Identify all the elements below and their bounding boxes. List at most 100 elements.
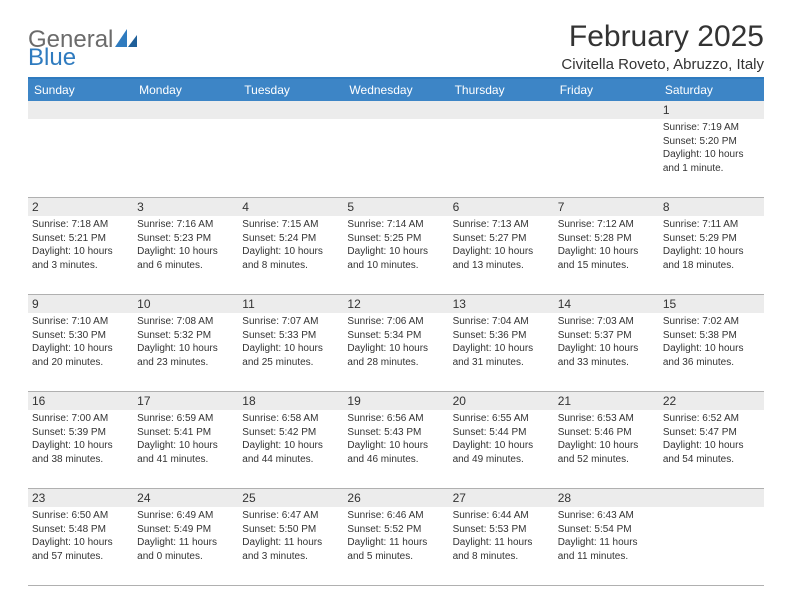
daylight2-text: and 8 minutes.: [242, 259, 339, 273]
day-number: 13: [449, 295, 554, 313]
sunset-text: Sunset: 5:50 PM: [242, 523, 339, 537]
daylight2-text: and 38 minutes.: [32, 453, 129, 467]
day-number: 15: [659, 295, 764, 313]
daylight1-text: Daylight: 10 hours: [32, 342, 129, 356]
week-row: Sunrise: 7:18 AMSunset: 5:21 PMDaylight:…: [28, 216, 764, 295]
day-info: Sunrise: 7:14 AMSunset: 5:25 PMDaylight:…: [347, 218, 444, 272]
day-cell: Sunrise: 7:11 AMSunset: 5:29 PMDaylight:…: [659, 216, 764, 294]
sunrise-text: Sunrise: 7:11 AM: [663, 218, 760, 232]
sunrise-text: Sunrise: 6:47 AM: [242, 509, 339, 523]
day-info: Sunrise: 6:58 AMSunset: 5:42 PMDaylight:…: [242, 412, 339, 466]
sunset-text: Sunset: 5:30 PM: [32, 329, 129, 343]
day-number: 5: [343, 198, 448, 216]
sunset-text: Sunset: 5:38 PM: [663, 329, 760, 343]
daylight1-text: Daylight: 11 hours: [137, 536, 234, 550]
sunrise-text: Sunrise: 6:50 AM: [32, 509, 129, 523]
daylight2-text: and 8 minutes.: [453, 550, 550, 564]
day-cell: Sunrise: 7:06 AMSunset: 5:34 PMDaylight:…: [343, 313, 448, 391]
day-cell: Sunrise: 6:52 AMSunset: 5:47 PMDaylight:…: [659, 410, 764, 488]
daylight2-text: and 18 minutes.: [663, 259, 760, 273]
weekday-header: Friday: [554, 79, 659, 101]
week-row: Sunrise: 7:00 AMSunset: 5:39 PMDaylight:…: [28, 410, 764, 489]
sunset-text: Sunset: 5:48 PM: [32, 523, 129, 537]
daylight1-text: Daylight: 10 hours: [663, 439, 760, 453]
day-cell: Sunrise: 7:03 AMSunset: 5:37 PMDaylight:…: [554, 313, 659, 391]
daylight1-text: Daylight: 10 hours: [663, 245, 760, 259]
day-cell: [133, 119, 238, 197]
week-row: Sunrise: 7:19 AMSunset: 5:20 PMDaylight:…: [28, 119, 764, 198]
day-number: 18: [238, 392, 343, 410]
day-number: 27: [449, 489, 554, 507]
day-info: Sunrise: 6:49 AMSunset: 5:49 PMDaylight:…: [137, 509, 234, 563]
sunrise-text: Sunrise: 6:49 AM: [137, 509, 234, 523]
day-cell: Sunrise: 7:14 AMSunset: 5:25 PMDaylight:…: [343, 216, 448, 294]
day-info: Sunrise: 6:56 AMSunset: 5:43 PMDaylight:…: [347, 412, 444, 466]
day-number-row: 1: [28, 101, 764, 119]
day-info: Sunrise: 6:59 AMSunset: 5:41 PMDaylight:…: [137, 412, 234, 466]
location-text: Civitella Roveto, Abruzzo, Italy: [561, 56, 764, 73]
day-number: [238, 101, 343, 119]
day-info: Sunrise: 7:04 AMSunset: 5:36 PMDaylight:…: [453, 315, 550, 369]
daylight2-text: and 28 minutes.: [347, 356, 444, 370]
sunset-text: Sunset: 5:53 PM: [453, 523, 550, 537]
sunrise-text: Sunrise: 7:18 AM: [32, 218, 129, 232]
day-number-row: 16171819202122: [28, 392, 764, 410]
weekday-header: Thursday: [449, 79, 554, 101]
day-cell: Sunrise: 7:00 AMSunset: 5:39 PMDaylight:…: [28, 410, 133, 488]
sunset-text: Sunset: 5:25 PM: [347, 232, 444, 246]
sunrise-text: Sunrise: 7:15 AM: [242, 218, 339, 232]
daylight1-text: Daylight: 11 hours: [453, 536, 550, 550]
day-cell: Sunrise: 6:58 AMSunset: 5:42 PMDaylight:…: [238, 410, 343, 488]
header: General Blue February 2025 Civitella Rov…: [28, 20, 764, 73]
day-cell: Sunrise: 7:04 AMSunset: 5:36 PMDaylight:…: [449, 313, 554, 391]
sunset-text: Sunset: 5:36 PM: [453, 329, 550, 343]
sunrise-text: Sunrise: 7:03 AM: [558, 315, 655, 329]
day-number: 9: [28, 295, 133, 313]
daylight1-text: Daylight: 10 hours: [32, 245, 129, 259]
day-info: Sunrise: 6:50 AMSunset: 5:48 PMDaylight:…: [32, 509, 129, 563]
daylight2-text: and 54 minutes.: [663, 453, 760, 467]
day-number: 8: [659, 198, 764, 216]
day-info: Sunrise: 7:13 AMSunset: 5:27 PMDaylight:…: [453, 218, 550, 272]
day-cell: Sunrise: 7:10 AMSunset: 5:30 PMDaylight:…: [28, 313, 133, 391]
sunset-text: Sunset: 5:32 PM: [137, 329, 234, 343]
day-info: Sunrise: 6:46 AMSunset: 5:52 PMDaylight:…: [347, 509, 444, 563]
sunrise-text: Sunrise: 7:14 AM: [347, 218, 444, 232]
day-number: 28: [554, 489, 659, 507]
week-row: Sunrise: 6:50 AMSunset: 5:48 PM Daylight:…: [28, 507, 764, 586]
day-number: 10: [133, 295, 238, 313]
daylight2-text: and 23 minutes.: [137, 356, 234, 370]
daylight1-text: Daylight: 10 hours: [453, 439, 550, 453]
weekday-header-row: Sunday Monday Tuesday Wednesday Thursday…: [28, 79, 764, 101]
day-cell: [343, 119, 448, 197]
sunset-text: Sunset: 5:23 PM: [137, 232, 234, 246]
daylight1-text: Daylight: 10 hours: [347, 439, 444, 453]
day-info: Sunrise: 7:07 AMSunset: 5:33 PMDaylight:…: [242, 315, 339, 369]
daylight2-text: and 49 minutes.: [453, 453, 550, 467]
daylight1-text: Daylight: 10 hours: [347, 342, 444, 356]
sunrise-text: Sunrise: 6:55 AM: [453, 412, 550, 426]
day-info: Sunrise: 6:44 AMSunset: 5:53 PMDaylight:…: [453, 509, 550, 563]
day-info: Sunrise: 6:52 AMSunset: 5:47 PMDaylight:…: [663, 412, 760, 466]
sunset-text: Sunset: 5:46 PM: [558, 426, 655, 440]
sunrise-text: Sunrise: 6:52 AM: [663, 412, 760, 426]
day-cell: [238, 119, 343, 197]
day-number: 3: [133, 198, 238, 216]
daylight1-text: Daylight: 10 hours: [32, 439, 129, 453]
sunrise-text: Sunrise: 6:58 AM: [242, 412, 339, 426]
day-info: Sunrise: 7:18 AMSunset: 5:21 PMDaylight:…: [32, 218, 129, 272]
daylight1-text: Daylight: 10 hours: [453, 342, 550, 356]
daylight2-text: and 36 minutes.: [663, 356, 760, 370]
daylight1-text: Daylight: 10 hours: [137, 342, 234, 356]
sunset-text: Sunset: 5:49 PM: [137, 523, 234, 537]
daylight1-text: Daylight: 10 hours: [558, 439, 655, 453]
weekday-header: Sunday: [28, 79, 133, 101]
day-info: Sunrise: 7:10 AMSunset: 5:30 PMDaylight:…: [32, 315, 129, 369]
sunrise-text: Sunrise: 7:04 AM: [453, 315, 550, 329]
day-cell: Sunrise: 6:53 AMSunset: 5:46 PMDaylight:…: [554, 410, 659, 488]
day-cell: Sunrise: 7:19 AMSunset: 5:20 PMDaylight:…: [659, 119, 764, 197]
day-number: 23: [28, 489, 133, 507]
day-number: 24: [133, 489, 238, 507]
weekday-header: Monday: [133, 79, 238, 101]
daylight1-text: Daylight: 10 hours: [663, 342, 760, 356]
